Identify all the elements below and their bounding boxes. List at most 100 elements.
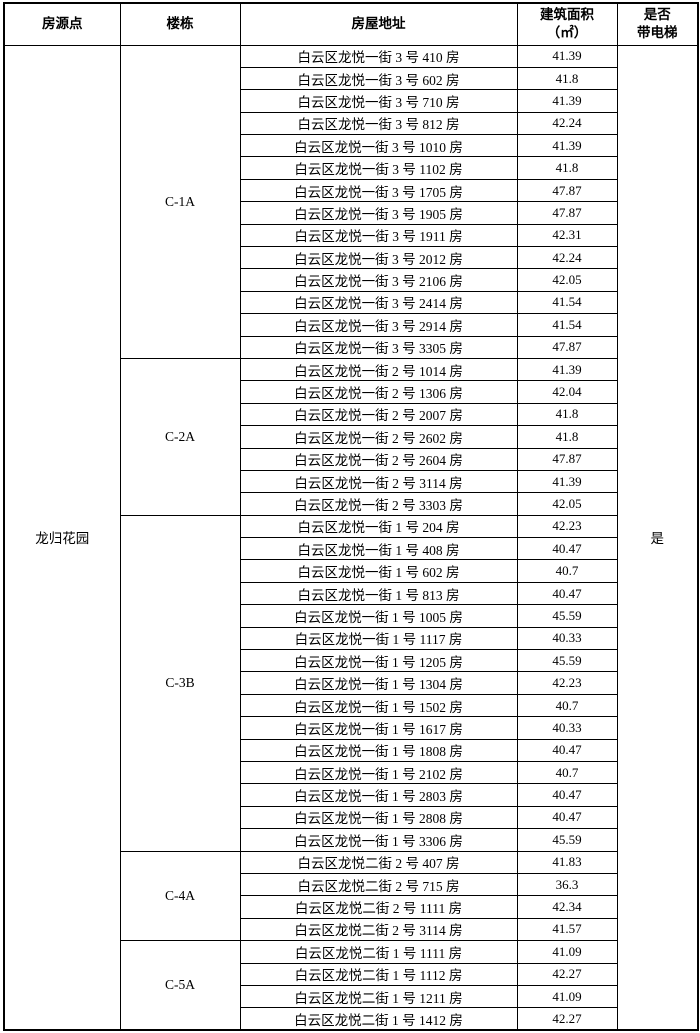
table-row: 白云区龙悦一街 2 号 2604 房 47.87	[4, 447, 698, 471]
address-cell: 白云区龙悦一街 2 号 1306 房	[239, 380, 518, 404]
address-cell: 白云区龙悦一街 1 号 1502 房	[239, 693, 518, 718]
table-row: 白云区龙悦一街 1 号 2102 房 40.7	[4, 760, 698, 785]
table-row: 白云区龙悦一街 3 号 2012 房 42.24	[4, 246, 698, 270]
area-cell: 42.34	[516, 895, 618, 919]
address-cell: 白云区龙悦一街 3 号 3305 房	[239, 335, 518, 359]
area-cell: 40.47	[516, 783, 618, 807]
area-cell: 41.8	[516, 402, 618, 427]
address-cell: 白云区龙悦二街 1 号 1412 房	[239, 1007, 518, 1031]
address-cell: 白云区龙悦一街 2 号 3114 房	[239, 469, 518, 494]
table-row: C-5A 白云区龙悦二街 1 号 1111 房 41.09	[4, 940, 698, 1031]
address-cell: 白云区龙悦一街 2 号 3303 房	[239, 492, 518, 516]
area-cell: 41.09	[516, 984, 618, 1009]
area-cell: 41.09	[516, 940, 618, 964]
building-cell: C-3B	[119, 514, 241, 852]
table-row: 白云区龙悦一街 3 号 812 房 42.24	[4, 111, 698, 136]
area-cell: 42.31	[516, 223, 618, 248]
address-cell: 白云区龙悦一街 3 号 812 房	[239, 111, 518, 136]
table-row: 白云区龙悦一街 2 号 3114 房 41.39	[4, 469, 698, 494]
address-cell: 白云区龙悦二街 1 号 1112 房	[239, 962, 518, 986]
address-cell: 白云区龙悦二街 2 号 715 房	[239, 872, 518, 897]
address-cell: 白云区龙悦一街 1 号 1304 房	[239, 671, 518, 695]
address-cell: 白云区龙悦一街 1 号 813 房	[239, 581, 518, 606]
area-cell: 40.33	[516, 626, 618, 651]
area-cell: 45.59	[516, 604, 618, 628]
table-row: 白云区龙悦一街 1 号 1617 房 40.33	[4, 716, 698, 740]
area-cell: 45.59	[516, 828, 618, 852]
building-cell: C-4A	[119, 850, 241, 942]
table-row: 白云区龙悦一街 2 号 2602 房 41.8	[4, 425, 698, 449]
table-row: 白云区龙悦一街 2 号 3303 房 42.05	[4, 492, 698, 516]
address-cell: 白云区龙悦一街 1 号 408 房	[239, 537, 518, 561]
address-cell: 白云区龙悦一街 3 号 1010 房	[239, 134, 518, 158]
table-row: 白云区龙悦一街 1 号 1808 房 40.47	[4, 738, 698, 763]
table-row: 白云区龙悦一街 1 号 3306 房 45.59	[4, 828, 698, 852]
address-cell: 白云区龙悦一街 3 号 2012 房	[239, 246, 518, 270]
area-cell: 40.7	[516, 760, 618, 785]
header-site: 房源点	[3, 2, 121, 46]
area-cell: 41.39	[516, 134, 618, 158]
table-row: C-3B 白云区龙悦一街 1 号 204 房 42.23	[4, 514, 698, 852]
address-cell: 白云区龙悦一街 1 号 602 房	[239, 559, 518, 583]
address-cell: 白云区龙悦一街 1 号 2808 房	[239, 805, 518, 830]
header-elevator-line2: 带电梯	[637, 25, 678, 41]
table-row: 白云区龙悦一街 3 号 1911 房 42.31	[4, 223, 698, 248]
address-cell: 白云区龙悦一街 1 号 1117 房	[239, 626, 518, 651]
area-cell: 42.24	[516, 111, 618, 136]
header-building: 楼栋	[119, 2, 241, 46]
header-elevator-line1: 是否	[643, 7, 671, 23]
table-row: 白云区龙悦一街 2 号 2007 房 41.8	[4, 402, 698, 427]
area-cell: 47.87	[516, 201, 618, 225]
address-cell: 白云区龙悦一街 1 号 1205 房	[239, 649, 518, 673]
header-address: 房屋地址	[239, 2, 518, 46]
table-row: 白云区龙悦二街 1 号 1412 房 42.27	[4, 1007, 698, 1031]
area-cell: 41.57	[516, 917, 618, 942]
area-cell: 42.27	[516, 1007, 618, 1031]
table-row: 白云区龙悦一街 1 号 1502 房 40.7	[4, 693, 698, 718]
address-cell: 白云区龙悦二街 1 号 1211 房	[239, 984, 518, 1009]
area-cell: 40.47	[516, 805, 618, 830]
area-cell: 42.05	[516, 492, 618, 516]
area-cell: 42.05	[516, 268, 618, 292]
table-row: 白云区龙悦一街 2 号 1306 房 42.04	[4, 380, 698, 404]
address-cell: 白云区龙悦一街 3 号 1911 房	[239, 223, 518, 248]
table-row: 龙归花园 C-1A 白云区龙悦一街 3 号 410 房 41.39 是	[3, 44, 699, 1031]
area-cell: 40.47	[516, 738, 618, 763]
area-cell: 41.39	[516, 89, 618, 113]
address-cell: 白云区龙悦一街 3 号 2914 房	[239, 313, 518, 337]
address-cell: 白云区龙悦一街 2 号 2604 房	[239, 447, 518, 471]
address-cell: 白云区龙悦一街 2 号 2602 房	[239, 425, 518, 449]
address-cell: 白云区龙悦一街 1 号 2102 房	[239, 760, 518, 785]
area-cell: 40.47	[516, 581, 618, 606]
area-cell: 47.87	[516, 178, 618, 203]
area-cell: 42.23	[516, 671, 618, 695]
address-cell: 白云区龙悦二街 1 号 1111 房	[239, 940, 518, 964]
table-row: 白云区龙悦一街 3 号 1102 房 41.8	[4, 156, 698, 180]
housing-table-body: 龙归花园 C-1A 白云区龙悦一街 3 号 410 房 41.39 是白云区龙悦一街 3…	[3, 44, 699, 1031]
housing-table: 房源点 楼栋 房屋地址 建筑面积 （㎡） 是否 带电梯 龙归花园 C-1A 白云区龙…	[3, 2, 699, 1032]
table-row: C-2A 白云区龙悦一街 2 号 1014 房 41.39	[4, 357, 698, 516]
building-cell: C-2A	[119, 357, 241, 516]
address-cell: 白云区龙悦一街 3 号 602 房	[239, 66, 518, 91]
header-row: 房源点 楼栋 房屋地址 建筑面积 （㎡） 是否 带电梯	[3, 2, 699, 46]
area-cell: 47.87	[516, 335, 618, 359]
area-cell: 41.8	[516, 156, 618, 180]
table-row: 白云区龙悦一街 1 号 1005 房 45.59	[4, 604, 698, 628]
address-cell: 白云区龙悦一街 3 号 1705 房	[239, 178, 518, 203]
address-cell: 白云区龙悦一街 2 号 1014 房	[239, 357, 518, 382]
address-cell: 白云区龙悦二街 2 号 3114 房	[239, 917, 518, 942]
table-row: 白云区龙悦一街 1 号 602 房 40.7	[4, 559, 698, 583]
table-row: 白云区龙悦一街 3 号 3305 房 47.87	[4, 335, 698, 359]
address-cell: 白云区龙悦一街 1 号 1617 房	[239, 716, 518, 740]
building-cell: C-5A	[119, 940, 241, 1031]
area-cell: 41.8	[516, 66, 618, 91]
area-cell: 41.83	[516, 850, 618, 874]
area-cell: 36.3	[516, 872, 618, 897]
table-row: 白云区龙悦一街 3 号 2414 房 41.54	[4, 290, 698, 315]
area-cell: 40.47	[516, 537, 618, 561]
header-area-line2: （㎡）	[546, 25, 588, 41]
table-row: 白云区龙悦一街 1 号 1304 房 42.23	[4, 671, 698, 695]
header-elevator: 是否 带电梯	[616, 2, 699, 46]
table-row: 白云区龙悦一街 3 号 2914 房 41.54	[4, 313, 698, 337]
